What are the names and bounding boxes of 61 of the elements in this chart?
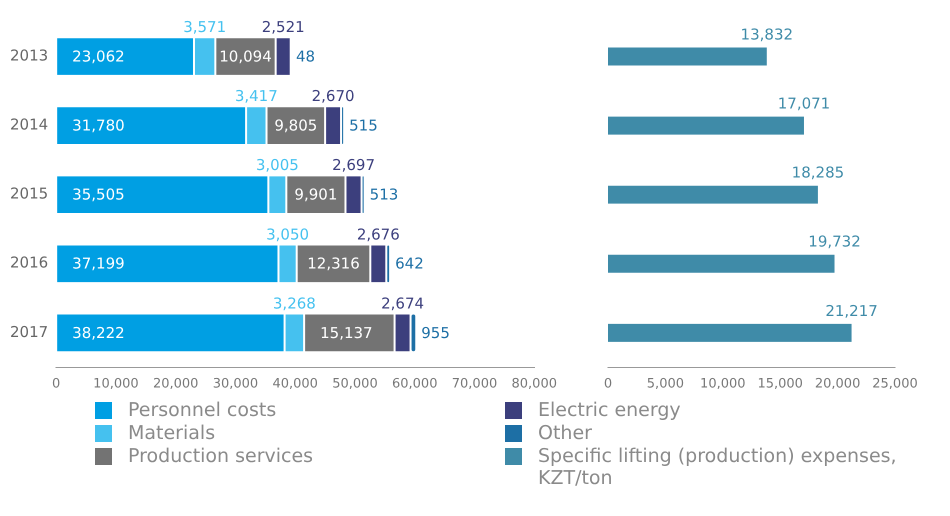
x-tick-label: 60,000: [392, 376, 438, 392]
x-tick-label: 10,000: [700, 376, 746, 392]
data-label: 23,062: [72, 47, 125, 66]
legend-label: Electric energy: [538, 399, 681, 421]
x-tick-label: 0: [52, 376, 60, 392]
data-label: 515: [349, 116, 378, 135]
data-label: 9,901: [294, 186, 338, 204]
data-label: 13,832: [740, 25, 794, 44]
x-tick-label: 25,000: [872, 376, 918, 392]
data-label: 3,005: [256, 156, 299, 174]
data-label: 955: [421, 324, 450, 342]
x-tick-label: 50,000: [332, 376, 378, 392]
x-tick-label: 30,000: [212, 376, 258, 392]
x-tick-label: 0: [604, 376, 612, 392]
bar: [608, 254, 835, 273]
x-tick-label: 20,000: [152, 376, 198, 392]
legend-label: Materials: [128, 422, 216, 444]
x-tick-label: 15,000: [757, 376, 803, 392]
legend-label: Personnel costs: [128, 399, 276, 421]
data-label: 3,268: [272, 294, 316, 312]
data-label: 48: [296, 47, 316, 66]
data-label: 9,805: [274, 116, 318, 135]
data-label: 2,697: [332, 156, 376, 174]
bar: [608, 324, 852, 342]
y-tick-label: 2016: [10, 254, 48, 272]
x-tick-label: 5,000: [646, 376, 684, 392]
data-label: 3,417: [234, 87, 278, 106]
data-label: 19,732: [808, 232, 861, 251]
data-label: 2,521: [262, 18, 305, 36]
y-tick-label: 2013: [10, 46, 48, 64]
data-label: 38,222: [72, 324, 125, 342]
bar: [608, 116, 804, 135]
bar: [608, 186, 818, 204]
x-tick-label: 70,000: [452, 376, 498, 392]
data-label: 35,505: [72, 186, 125, 204]
legend-label: Other: [538, 422, 592, 444]
y-tick-label: 2015: [10, 184, 48, 203]
data-label: 15,137: [320, 324, 373, 342]
y-tick-label: 2014: [10, 116, 48, 134]
data-label: 21,217: [825, 302, 878, 320]
x-tick-label: 80,000: [512, 376, 558, 392]
data-label: 3,571: [183, 18, 226, 36]
data-label: 10,094: [219, 47, 272, 66]
data-label: 31,780: [72, 116, 125, 135]
data-label: 17,071: [778, 94, 830, 113]
data-label: 642: [395, 254, 424, 273]
data-label: 37,199: [72, 254, 125, 273]
legend-label: Specific lifting (production) expenses, KZT/ton: [538, 445, 898, 489]
x-tick-label: 20,000: [814, 376, 860, 392]
data-label: 2,674: [381, 294, 424, 312]
x-tick-label: 40,000: [272, 376, 318, 392]
data-label: 513: [370, 186, 398, 204]
y-tick-label: 2017: [10, 322, 48, 341]
legend-label: Production services: [128, 445, 314, 467]
data-label: 2,670: [312, 87, 355, 106]
data-label: 18,285: [792, 164, 844, 182]
x-tick-label: 10,000: [93, 376, 139, 392]
data-label: 12,316: [307, 254, 360, 273]
data-label: 3,050: [266, 225, 310, 244]
data-label: 2,676: [356, 225, 400, 244]
bar: [608, 48, 767, 66]
